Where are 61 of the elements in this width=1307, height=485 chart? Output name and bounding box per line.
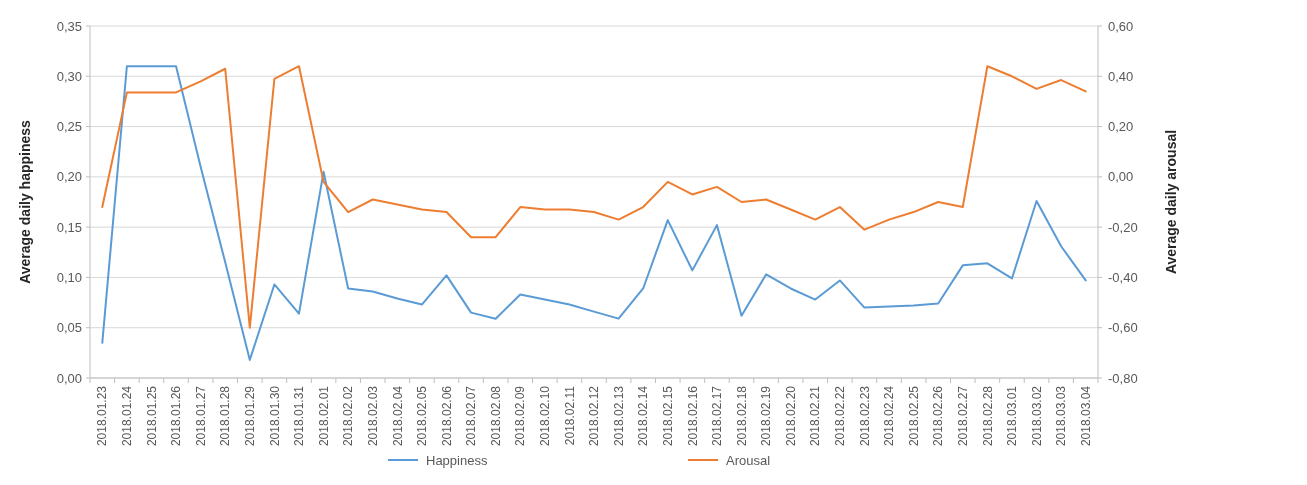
y-tick-label: 0,05 [56, 320, 82, 336]
y2-tick-label: -0,20 [1108, 219, 1138, 235]
x-tick-label: 2018.02.12 [587, 385, 602, 447]
x-tick-label: 2018.02.25 [906, 385, 921, 447]
x-tick-label: 2018.02.02 [341, 385, 356, 447]
x-tick-label: 2018.01.28 [218, 385, 233, 447]
x-tick-label: 2018.02.22 [833, 385, 848, 447]
y2-tick-label: 0,60 [1108, 18, 1134, 34]
y-axis-title: Average daily happiness [17, 119, 33, 284]
x-tick-label: 2018.01.29 [243, 385, 257, 447]
x-tick-label: 2018.02.17 [710, 385, 725, 447]
x-tick-label: 2018.02.13 [611, 385, 626, 447]
y-tick-label: 0,30 [56, 68, 82, 84]
y2-tick-label: 0,00 [1108, 169, 1134, 185]
x-tick-label: 2018.02.18 [734, 385, 749, 447]
y-tick-label: 0,20 [56, 169, 82, 185]
y2-tick-label: -0,60 [1108, 320, 1138, 336]
x-tick-label: 2018.02.26 [931, 385, 946, 447]
x-tick-label: 2018.02.07 [464, 385, 479, 447]
x-tick-label: 2018.02.09 [513, 385, 528, 447]
x-tick-label: 2018.02.11 [562, 385, 577, 446]
x-tick-label: 2018.03.01 [1005, 385, 1020, 447]
x-tick-label: 2018.02.08 [488, 385, 503, 447]
x-tick-label: 2018.02.03 [365, 385, 380, 447]
x-tick-label: 2018.02.28 [980, 385, 995, 447]
x-tick-label: 2018.02.01 [316, 385, 331, 447]
y2-axis-title: Average daily arousal [1163, 129, 1179, 275]
y2-tick-label: 0,40 [1108, 68, 1134, 84]
x-tick-label: 2018.01.27 [193, 385, 208, 447]
y2-tick-label: -0,80 [1108, 370, 1138, 386]
x-tick-label: 2018.01.30 [267, 385, 282, 447]
y-tick-label: 0,15 [56, 219, 82, 235]
y-tick-label: 0,00 [56, 370, 82, 386]
x-tick-label: 2018.03.02 [1029, 385, 1044, 447]
x-tick-label: 2018.02.27 [955, 385, 970, 447]
x-tick-label: 2018.02.19 [759, 385, 774, 447]
x-tick-label: 2018.02.20 [783, 385, 798, 447]
x-tick-label: 2018.01.24 [120, 385, 135, 447]
y-tick-label: 0,10 [56, 269, 82, 285]
x-tick-label: 2018.01.26 [169, 385, 184, 447]
x-tick-label: 2018.02.14 [636, 385, 651, 447]
legend-label: Arousal [726, 452, 771, 468]
y2-tick-label: -0,40 [1108, 269, 1138, 285]
x-tick-label: 2018.01.31 [292, 385, 307, 447]
y-tick-label: 0,35 [56, 18, 82, 34]
x-tick-label: 2018.02.15 [660, 385, 675, 447]
x-tick-label: 2018.02.10 [538, 385, 553, 447]
legend-label: Happiness [426, 452, 488, 468]
x-tick-label: 2018.02.05 [415, 385, 430, 447]
x-tick-label: 2018.01.25 [144, 385, 159, 447]
y-tick-label: 0,25 [56, 119, 82, 135]
x-tick-label: 2018.01.23 [95, 385, 110, 447]
x-tick-label: 2018.02.16 [685, 385, 700, 447]
x-tick-label: 2018.02.24 [882, 385, 897, 447]
y2-tick-label: 0,20 [1108, 119, 1134, 135]
x-tick-label: 2018.02.21 [808, 385, 823, 447]
x-tick-label: 2018.03.03 [1054, 385, 1069, 447]
x-tick-label: 2018.02.23 [857, 385, 872, 447]
x-tick-label: 2018.02.04 [390, 385, 405, 447]
x-tick-label: 2018.03.04 [1078, 385, 1093, 447]
x-tick-label: 2018.02.06 [439, 385, 454, 447]
